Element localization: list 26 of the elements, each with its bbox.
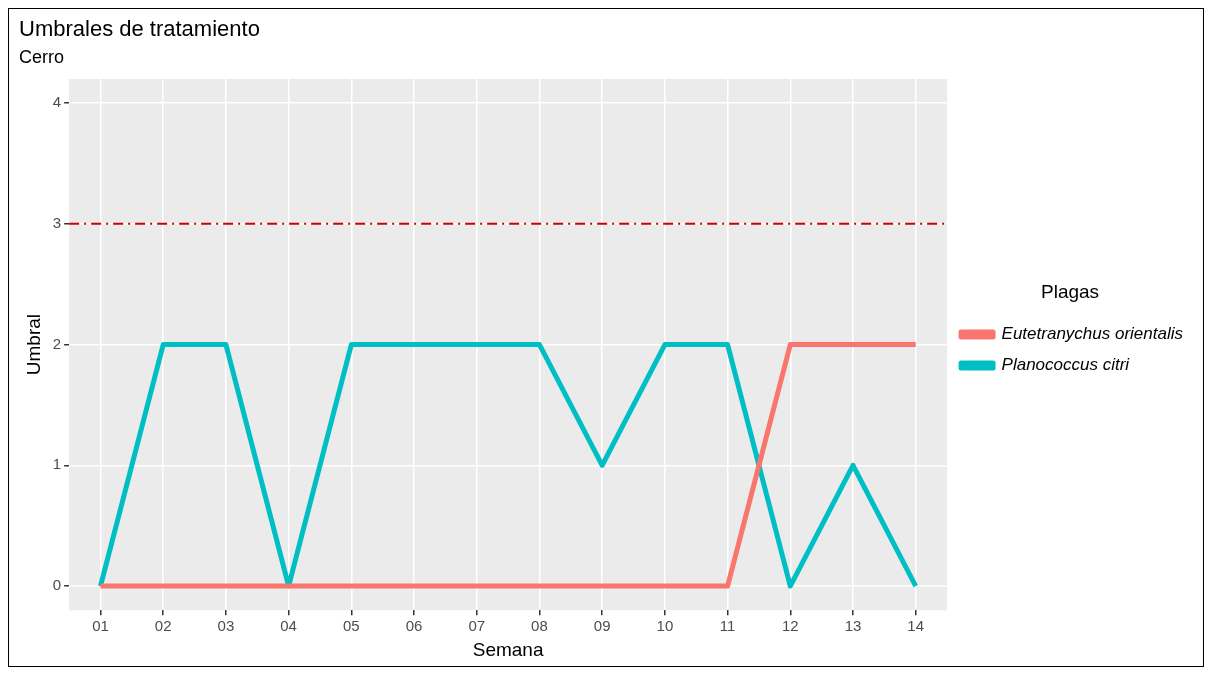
legend-label: Planococcus citri xyxy=(1001,355,1131,375)
x-tick-label: 03 xyxy=(217,617,235,635)
x-tick-label: 05 xyxy=(342,617,360,635)
x-tick-label: 09 xyxy=(593,617,611,635)
x-tick-label: 14 xyxy=(907,617,925,635)
x-tick-label: 12 xyxy=(781,617,799,635)
y-axis-title: Umbral xyxy=(22,313,44,376)
x-tick-label: 01 xyxy=(92,617,109,635)
x-tick-label: 13 xyxy=(844,617,862,635)
legend-title: Plagas xyxy=(1040,280,1100,302)
y-tick-label: 0 xyxy=(52,576,62,594)
x-tick-label: 04 xyxy=(280,617,297,635)
x-tick-label: 02 xyxy=(154,617,172,635)
y-tick-label: 2 xyxy=(52,334,62,352)
y-tick-label: 4 xyxy=(52,93,62,111)
x-tick-label: 11 xyxy=(719,617,736,635)
x-tick-label: 06 xyxy=(405,617,423,635)
x-axis-title: Semana xyxy=(472,638,544,660)
x-tick-label: 07 xyxy=(468,617,486,635)
x-tick-label: 08 xyxy=(531,617,548,635)
legend-label: Eutetranychus orientalis xyxy=(1001,324,1184,344)
x-tick-label: 10 xyxy=(656,617,674,635)
chart-title: Umbrales de tratamiento xyxy=(19,16,260,42)
y-tick-label: 1 xyxy=(52,455,62,473)
y-tick-label: 3 xyxy=(52,214,62,232)
chart-subtitle: Cerro xyxy=(19,47,65,68)
